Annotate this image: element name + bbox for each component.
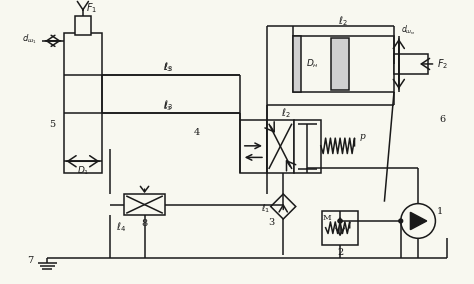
Text: $\ell_4$: $\ell_4$ [116, 220, 127, 234]
Text: $\ell_3$: $\ell_3$ [163, 62, 173, 74]
Bar [240, 120, 267, 173]
Text: 1: 1 [437, 207, 443, 216]
Text: $\ell_3$: $\ell_3$ [163, 99, 173, 112]
Text: $F_1$: $F_1$ [86, 1, 97, 15]
Text: $D_{н}$: $D_{н}$ [306, 58, 319, 70]
Text: $\ell_3$: $\ell_3$ [163, 100, 173, 112]
Bar [394, 54, 428, 74]
Text: 2: 2 [337, 248, 343, 257]
Text: $\ell_1$: $\ell_1$ [261, 202, 271, 215]
Text: $d_{ш_1}$: $d_{ш_1}$ [22, 32, 37, 46]
Bar [124, 194, 165, 215]
Bar [75, 16, 91, 35]
Circle shape [399, 219, 403, 223]
Text: $\ell_2$: $\ell_2$ [338, 14, 348, 28]
Text: $d_{ш_м}$: $d_{ш_м}$ [401, 24, 415, 37]
Circle shape [338, 219, 342, 223]
Text: $D_1$: $D_1$ [77, 165, 89, 177]
Bar [267, 120, 294, 173]
Text: $\ell_3$: $\ell_3$ [163, 60, 173, 74]
Polygon shape [410, 212, 427, 230]
Text: 4: 4 [193, 128, 200, 137]
Bar [331, 38, 349, 90]
Text: 5: 5 [49, 120, 55, 129]
Bar [64, 33, 102, 173]
Bar [294, 120, 321, 173]
Polygon shape [271, 194, 296, 219]
Text: 3: 3 [269, 218, 275, 227]
Circle shape [401, 204, 436, 238]
Bar [293, 36, 394, 92]
Text: 6: 6 [439, 115, 445, 124]
Bar [322, 211, 358, 245]
Text: $\ell_2$: $\ell_2$ [281, 106, 291, 120]
Text: 7: 7 [27, 256, 33, 265]
Text: $F_2$: $F_2$ [438, 57, 448, 71]
Text: p: p [359, 132, 365, 141]
Circle shape [338, 219, 342, 223]
Text: 8: 8 [141, 219, 147, 228]
Text: M: M [322, 214, 331, 222]
Bar [293, 36, 301, 92]
